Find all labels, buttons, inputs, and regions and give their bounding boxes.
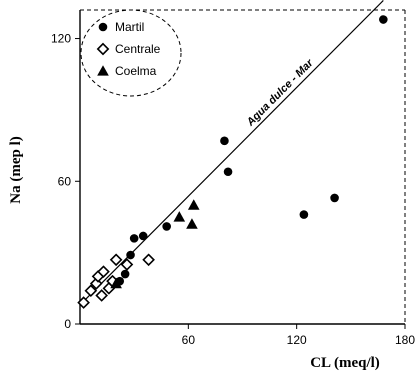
martil-point	[139, 232, 148, 241]
legend: Martil Centrale Coelma	[81, 10, 181, 96]
legend-centrale-label: Centrale	[115, 42, 161, 56]
x-tick-label: 60	[182, 333, 196, 347]
martil-point	[126, 251, 135, 260]
martil-point	[300, 210, 309, 219]
centrale-point	[111, 255, 121, 265]
x-tick-label: 120	[287, 333, 307, 347]
centrale-point	[143, 255, 153, 265]
martil-point	[220, 137, 229, 146]
coelma-point	[188, 199, 200, 209]
x-axis-title: CL (meq/l)	[310, 355, 380, 371]
martil-point	[130, 234, 139, 243]
legend-martil-label: Martil	[115, 20, 144, 34]
legend-martil-marker	[99, 23, 108, 32]
y-tick-label: 60	[58, 174, 72, 188]
legend-coelma-label: Coelma	[115, 64, 157, 78]
martil-point	[224, 167, 233, 176]
y-tick-label: 0	[64, 317, 71, 331]
martil-point	[121, 270, 130, 279]
x-tick-label: 180	[395, 333, 415, 347]
coelma-point	[186, 218, 198, 228]
martil-point	[379, 15, 388, 24]
centrale-point	[96, 290, 106, 300]
y-tick-label: 120	[51, 32, 71, 46]
reference-line-label: Agua dulce - Mar	[244, 57, 316, 129]
martil-point	[330, 194, 339, 203]
coelma-point	[174, 211, 186, 221]
y-axis-title: Na (mep l)	[8, 136, 24, 204]
martil-point	[162, 222, 171, 231]
